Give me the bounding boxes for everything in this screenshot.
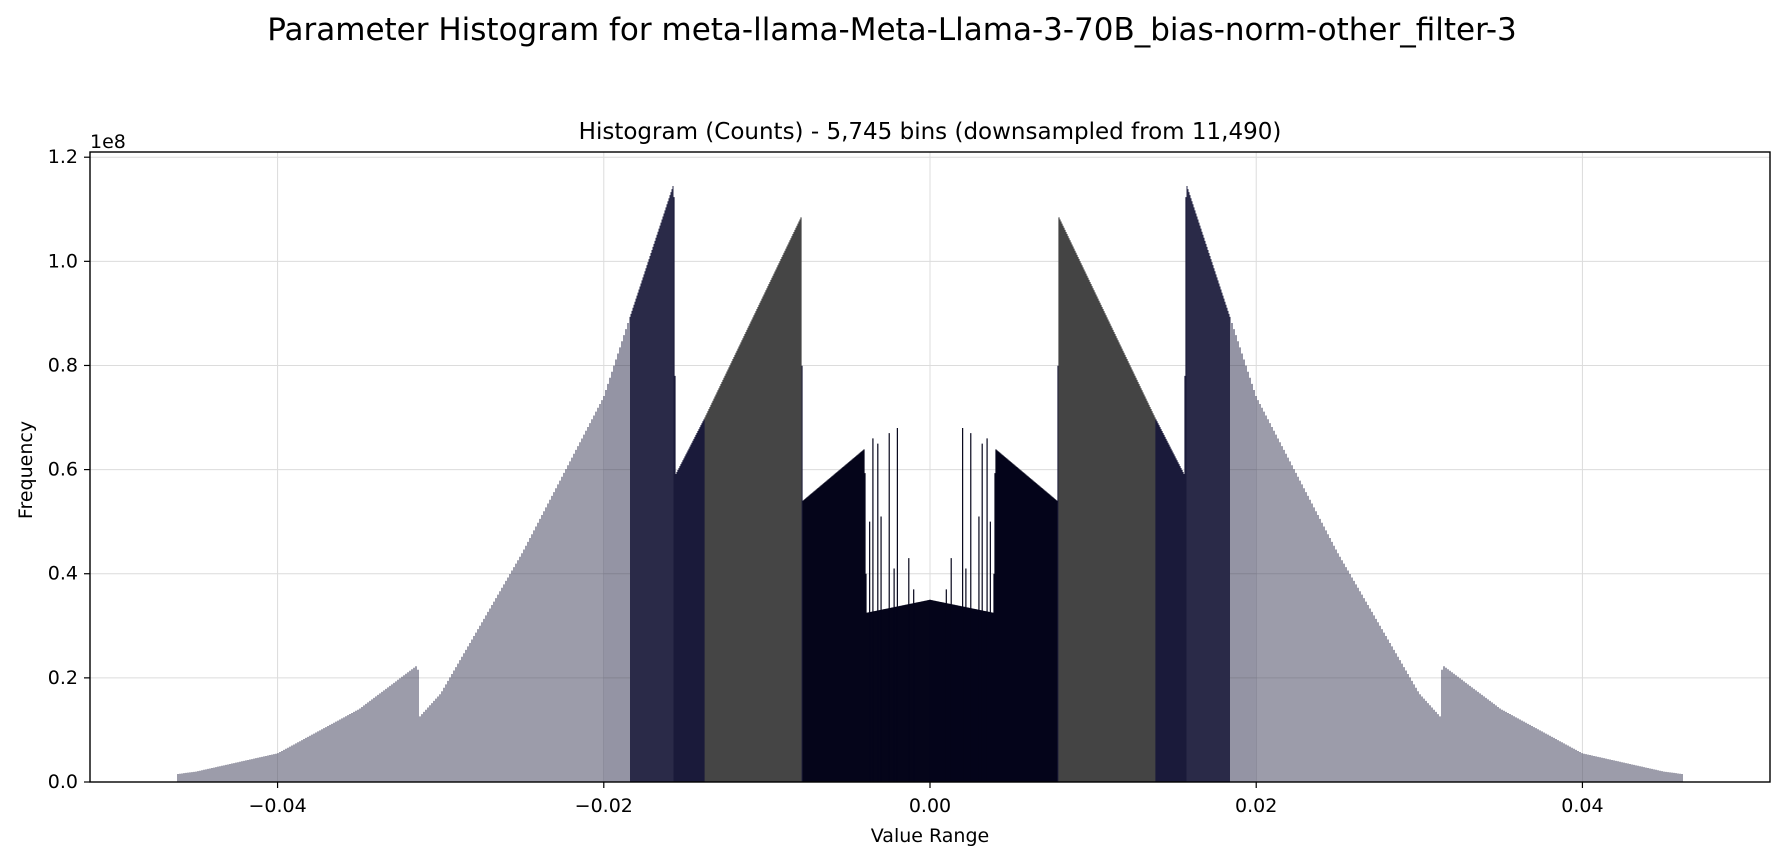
chart-title: Histogram (Counts) - 5,745 bins (downsam… [579,119,1282,145]
y-tick-label: 0.0 [48,771,78,793]
histogram-bars [177,186,1683,782]
plot-frame [89,151,1771,783]
figure-title: Parameter Histogram for meta-llama-Meta-… [267,12,1517,48]
y-tick-label: 1.0 [48,250,78,272]
y-axis-label: Frequency [15,421,37,519]
x-tick-label: −0.04 [248,795,306,817]
x-tick-label: 0.04 [1561,795,1603,817]
y-tick-label: 0.8 [48,354,78,376]
axis-ticks: −0.04 −0.02 0.00 0.02 0.04 0.0 0.2 0.4 0.6 0.8 1.0… [48,146,1604,817]
y-tick-label: 0.6 [48,459,78,481]
x-tick-label: −0.02 [575,795,633,817]
y-tick-label: 0.2 [48,667,78,689]
x-tick-label: 0.02 [1235,795,1277,817]
y-tick-label: 0.4 [48,563,78,585]
x-axis-label: Value Range [871,825,989,847]
y-tick-label: 1.2 [48,146,78,168]
y-scale-label: 1e8 [90,131,126,153]
x-tick-label: 0.00 [909,795,951,817]
